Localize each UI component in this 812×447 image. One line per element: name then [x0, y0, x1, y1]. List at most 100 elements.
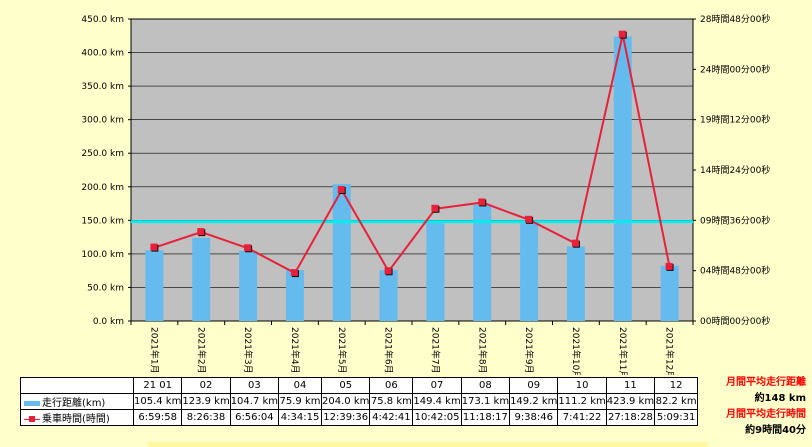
marker: [478, 198, 486, 206]
line-series: [150, 30, 674, 278]
table-header-cell: 02: [181, 377, 231, 394]
avg-distance-label: 月間平均走行距離: [726, 377, 806, 388]
left-tick-label: 200.0 km: [81, 183, 124, 193]
right-tick-label: 24時間00分00秒: [700, 63, 770, 75]
x-tick-label: 2021年6月: [383, 327, 395, 374]
data-table: 21 01 02 03 04 05 06 07 08 09 10 11 12 走…: [20, 377, 699, 426]
bar-legend-swatch: [24, 400, 40, 406]
right-tick-label: 00時間00分00秒: [700, 315, 770, 327]
table-distance-row: 走行距離(km) 105.4 km 123.9 km 104.7 km 75.9…: [20, 393, 699, 410]
x-tick-label: 2021年4月: [289, 327, 301, 374]
time-cell: 11:18:17: [460, 409, 511, 426]
bar: [379, 270, 398, 321]
table-corner: [20, 377, 134, 394]
table-header-cell: 09: [509, 377, 559, 394]
bar: [520, 220, 539, 321]
time-cell: 4:34:15: [278, 409, 323, 426]
left-tick-label: 300.0 km: [81, 116, 124, 126]
x-tick-label: 2021年1月: [148, 327, 160, 374]
distance-cell: 123.9 km: [181, 393, 231, 410]
right-tick-label: 09時間36分00秒: [700, 214, 770, 226]
distance-cell: 82.2 km: [654, 393, 699, 410]
marker: [197, 228, 205, 236]
time-line: [154, 34, 671, 275]
left-tick-label: 350.0 km: [81, 82, 124, 92]
distance-cell: 423.9 km: [605, 393, 656, 410]
x-tick-label: 2021年3月: [242, 327, 254, 374]
bar: [426, 220, 445, 321]
distance-cell: 105.4 km: [132, 393, 183, 410]
right-tick-label: 19時間12分00秒: [700, 114, 770, 126]
distance-cell: 75.8 km: [369, 393, 414, 410]
time-cell: 4:42:41: [369, 409, 414, 426]
bar: [660, 265, 679, 321]
marker: [431, 204, 439, 212]
left-tick-label: 450.0 km: [81, 15, 124, 25]
x-tick-label: 2021年11月: [617, 327, 629, 375]
marker: [665, 262, 673, 270]
x-tick-label: 2021年9月: [523, 327, 535, 374]
avg-distance-value: 約148 km: [754, 393, 806, 404]
bar: [473, 204, 492, 321]
table-header-cell: 12: [654, 377, 699, 394]
table-header-cell: 07: [412, 377, 462, 394]
x-tick-label: 2021年8月: [476, 327, 488, 374]
x-tick-label: 2021年10月: [570, 327, 582, 375]
table-header-cell: 08: [460, 377, 511, 394]
legend-distance: 走行距離(km): [20, 393, 134, 410]
x-axis-labels: 2021年1月 2021年2月 2021年3月 2021年4月 2021年5月 2021年…: [130, 321, 694, 375]
right-tick-label: 04時間48分00秒: [700, 265, 770, 277]
time-cell: 9:38:46: [509, 409, 559, 426]
distance-cell: 75.9 km: [278, 393, 323, 410]
time-cell: 27:18:28: [605, 409, 656, 426]
distance-cell: 149.4 km: [412, 393, 462, 410]
table-header-cell: 10: [557, 377, 607, 394]
time-cell: 5:09:31: [654, 409, 699, 426]
time-cell: 8:26:38: [181, 409, 231, 426]
x-tick-label: 2021年2月: [195, 327, 207, 374]
time-cell: 7:41:22: [557, 409, 607, 426]
left-tick-label: 50.0 km: [87, 283, 124, 293]
table-header-cell: 11: [605, 377, 656, 394]
distance-cell: 173.1 km: [460, 393, 511, 410]
distance-cell: 111.2 km: [557, 393, 607, 410]
marker: [244, 244, 252, 252]
table-header-cell: 04: [278, 377, 323, 394]
line-legend-swatch: [24, 415, 40, 423]
legend-time: 乗車時間(時間): [20, 409, 134, 426]
avg-time-value: 約9時間40分: [745, 425, 806, 436]
table-header-cell: 21 01: [132, 377, 183, 394]
right-tick-label: 28時間48分00秒: [700, 13, 770, 25]
bar: [285, 270, 304, 321]
bar-series: [145, 36, 679, 322]
time-cell: 10:42:05: [412, 409, 462, 426]
table-header-row: 21 01 02 03 04 05 06 07 08 09 10 11 12: [20, 377, 699, 394]
distance-cell: 149.2 km: [509, 393, 559, 410]
bar: [239, 250, 258, 321]
left-tick-label: 400.0 km: [81, 49, 124, 59]
right-tick-label: 14時間24分00秒: [700, 164, 770, 176]
table-header-cell: 05: [321, 377, 371, 394]
table-time-row: 乗車時間(時間) 6:59:58 8:26:38 6:56:04 4:34:15…: [20, 409, 699, 426]
legend-distance-label: 走行距離(km): [42, 398, 106, 409]
x-tick-label: 2021年5月: [336, 327, 348, 374]
chart: 0.0 km 50.0 km 100.0 km 150.0 km 200.0 km 250…: [81, 13, 770, 375]
left-tick-label: 250.0 km: [81, 149, 124, 159]
bar: [192, 237, 211, 321]
distance-cell: 104.7 km: [229, 393, 280, 410]
left-tick-label: 100.0 km: [81, 250, 124, 260]
marker: [618, 30, 626, 38]
distance-cell: 204.0 km: [321, 393, 371, 410]
marker: [384, 267, 392, 275]
bar: [332, 184, 351, 321]
table-header-cell: 03: [229, 377, 280, 394]
marker: [571, 239, 579, 247]
legend-time-label: 乗車時間(時間): [42, 414, 110, 425]
left-tick-label: 150.0 km: [81, 216, 124, 226]
x-tick-label: 2021年12月: [664, 327, 676, 375]
left-axis: 0.0 km 50.0 km 100.0 km 150.0 km 200.0 km 250…: [81, 15, 131, 327]
bottom-strip: [148, 442, 708, 447]
marker: [337, 185, 345, 193]
table-header-cell: 06: [369, 377, 414, 394]
left-tick-label: 0.0 km: [93, 317, 124, 327]
